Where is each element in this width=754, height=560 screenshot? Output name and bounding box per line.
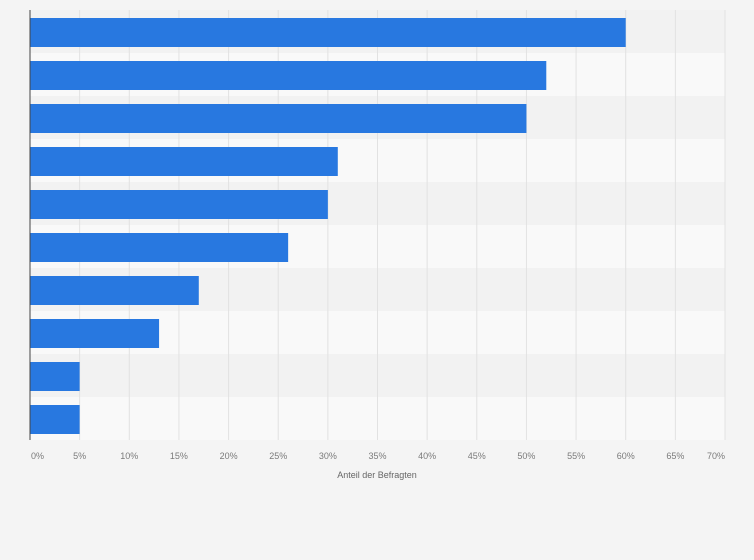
x-axis-title: Anteil der Befragten	[337, 470, 417, 480]
bar[interactable]	[30, 147, 338, 176]
x-tick-label: 0%	[31, 451, 44, 461]
x-tick-label: 70%	[707, 451, 725, 461]
x-tick-label: 65%	[666, 451, 684, 461]
x-tick-label: 40%	[418, 451, 436, 461]
x-tick-label: 15%	[170, 451, 188, 461]
bar[interactable]	[30, 362, 80, 391]
x-tick-label: 35%	[368, 451, 386, 461]
x-tick-label: 5%	[73, 451, 86, 461]
bar[interactable]	[30, 61, 547, 90]
bar[interactable]	[30, 190, 328, 219]
bar[interactable]	[30, 18, 626, 47]
x-tick-label: 50%	[517, 451, 535, 461]
x-tick-label: 10%	[120, 451, 138, 461]
x-tick-label: 45%	[468, 451, 486, 461]
x-tick-labels: 0% 5% 10% 15% 20% 25% 30% 35% 40% 45% 50% 55% 60% 65%…	[31, 451, 725, 461]
x-tick-label: 25%	[269, 451, 287, 461]
bar[interactable]	[30, 233, 289, 262]
bar[interactable]	[30, 319, 160, 348]
bar[interactable]	[30, 276, 199, 305]
bar[interactable]	[30, 405, 80, 434]
x-tick-label: 30%	[319, 451, 337, 461]
x-tick-label: 60%	[617, 451, 635, 461]
x-tick-label: 55%	[567, 451, 585, 461]
bar[interactable]	[30, 104, 527, 133]
x-tick-label: 20%	[220, 451, 238, 461]
bars	[30, 18, 626, 434]
